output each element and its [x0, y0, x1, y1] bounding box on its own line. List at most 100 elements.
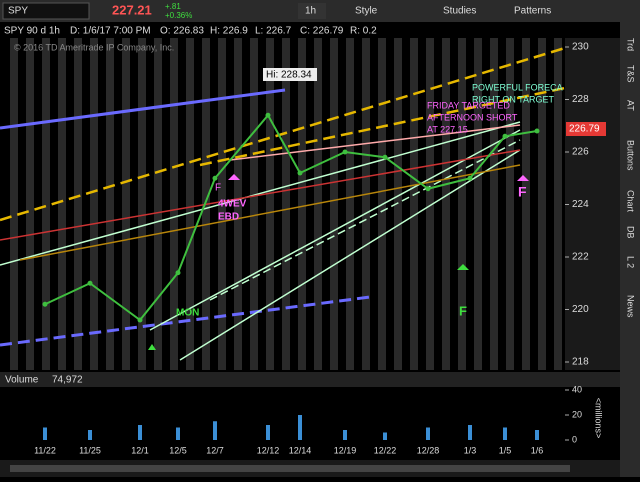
- annotation: AFTERNOON SHORT: [427, 112, 518, 122]
- annotation: F: [215, 183, 221, 194]
- trendlines: [0, 46, 566, 361]
- side-tab[interactable]: DB: [626, 226, 636, 239]
- volume-bar: [468, 425, 472, 440]
- side-tab[interactable]: Trd: [626, 38, 636, 51]
- annotation: FRIDAY TARGETED: [427, 100, 510, 110]
- band: [74, 38, 82, 370]
- x-tick-label: 12/7: [206, 445, 224, 455]
- price-point: [502, 133, 508, 139]
- band: [58, 38, 66, 370]
- band: [42, 38, 50, 370]
- style-button[interactable]: Style: [355, 6, 378, 17]
- x-tick-label: 1/3: [464, 445, 477, 455]
- volume-bar: [138, 425, 142, 440]
- price-point: [175, 270, 181, 276]
- band: [10, 38, 18, 370]
- y-tick-label: 228: [572, 94, 589, 105]
- side-tab[interactable]: AT: [626, 100, 636, 111]
- side-tab[interactable]: L 2: [626, 256, 636, 268]
- high-tag: Hi: 228.34: [266, 70, 312, 81]
- band: [538, 38, 546, 370]
- symbol-input[interactable]: [2, 2, 90, 20]
- volume-header: [0, 372, 620, 387]
- price-point: [382, 154, 388, 160]
- studies-button[interactable]: Studies: [443, 6, 476, 17]
- volume-bar: [266, 425, 270, 440]
- side-tab[interactable]: Chart: [626, 190, 636, 213]
- x-tick-label: 12/19: [334, 445, 357, 455]
- patterns-button[interactable]: Patterns: [514, 6, 551, 17]
- y-tick-label: 230: [572, 42, 589, 53]
- arrow: [148, 344, 156, 350]
- volume-bar: [298, 415, 302, 440]
- volume-bar: [503, 427, 507, 440]
- band: [154, 38, 162, 370]
- volume-bar: [176, 427, 180, 440]
- side-tab[interactable]: Buttons: [626, 140, 636, 171]
- y2-tick-label: 20: [572, 409, 582, 419]
- volume-bar: [535, 430, 539, 440]
- volume-bar: [383, 432, 387, 440]
- price-point: [534, 128, 540, 134]
- x-tick-label: 11/25: [79, 445, 101, 455]
- price-tag-box: [566, 122, 606, 136]
- band: [186, 38, 194, 370]
- price-point: [42, 301, 48, 307]
- interval-button[interactable]: [298, 3, 326, 19]
- x-tick-label: 12/28: [417, 445, 440, 455]
- band: [330, 38, 338, 370]
- y-tick-label: 226: [572, 147, 589, 158]
- change-pct: +0.36%: [165, 11, 192, 20]
- band: [250, 38, 258, 370]
- price-point: [467, 175, 473, 181]
- open-label: O: 226.83: [160, 26, 204, 37]
- change: +.81: [165, 2, 181, 11]
- band: [26, 38, 34, 370]
- interval: 1h: [305, 6, 316, 17]
- band: [442, 38, 450, 370]
- annotation: RIGHT ON TARGET: [472, 94, 555, 104]
- y-tick-label: 222: [572, 252, 589, 263]
- arrow: [457, 264, 469, 270]
- last-price: 227.21: [112, 2, 152, 17]
- volume-title: Volume: [5, 375, 39, 386]
- close-label: C: 226.79: [300, 26, 344, 37]
- y-tick-label: 220: [572, 304, 589, 315]
- x-tick-label: 12/14: [289, 445, 312, 455]
- arrow: [517, 175, 529, 181]
- volume-unit: <millions>: [594, 398, 604, 439]
- annotation: EBD: [218, 212, 239, 223]
- band: [138, 38, 146, 370]
- volume-bar: [88, 430, 92, 440]
- band: [90, 38, 98, 370]
- band: [426, 38, 434, 370]
- annotation: MON: [176, 308, 199, 319]
- band: [234, 38, 242, 370]
- study-label: SPY 90 d 1h: [4, 26, 60, 37]
- band: [282, 38, 290, 370]
- annotation: AT 227.15: [427, 124, 468, 134]
- range-label: R: 0.2: [350, 26, 377, 37]
- high-tag-box: [263, 68, 317, 81]
- volume-bar: [426, 427, 430, 440]
- price-point: [297, 170, 303, 176]
- scroll-thumb[interactable]: [10, 465, 570, 472]
- price-point: [342, 149, 348, 155]
- volume-last: 74,972: [52, 375, 83, 386]
- low-label: L: 226.7: [255, 26, 292, 37]
- y-tick-label: 224: [572, 199, 589, 210]
- plot: [42, 112, 540, 323]
- price-point: [425, 186, 431, 192]
- date-label: D: 1/6/17 7:00 PM: [70, 26, 151, 37]
- band: [346, 38, 354, 370]
- x-tick-label: 1/6: [531, 445, 544, 455]
- side-tab[interactable]: T&S: [626, 65, 636, 83]
- high-label: H: 226.9: [210, 26, 248, 37]
- y2-tick-label: 40: [572, 384, 582, 394]
- side-tab[interactable]: News: [626, 295, 636, 318]
- band: [474, 38, 482, 370]
- price-axis: [565, 38, 620, 370]
- x-tick-label: 1/5: [499, 445, 512, 455]
- band: [490, 38, 498, 370]
